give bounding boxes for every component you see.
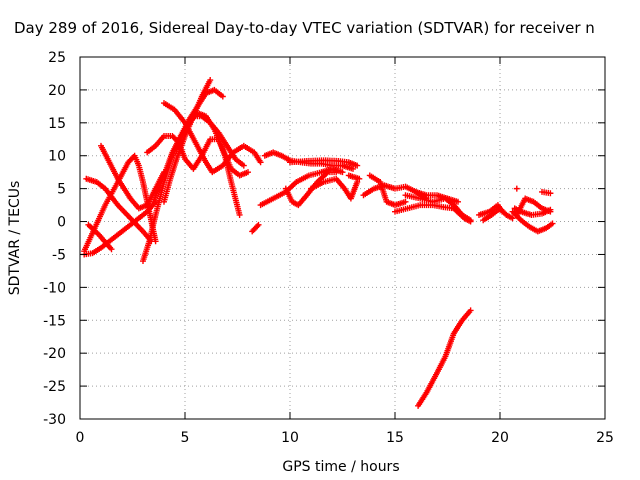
series-arc-1 [83, 175, 155, 245]
y-tick-label: -30 [43, 412, 66, 428]
data-point [513, 185, 520, 192]
data-point [207, 77, 214, 84]
series-arc-5 [85, 221, 115, 253]
grid-lines [80, 57, 605, 419]
data-point [152, 238, 159, 245]
series-arc-20 [366, 172, 409, 209]
data-point [354, 162, 361, 169]
data-point [245, 169, 251, 176]
y-tick-label: -20 [43, 346, 66, 362]
x-tick-label: 0 [76, 430, 85, 446]
y-tick-label: -25 [43, 379, 66, 395]
x-tick-label: 15 [386, 430, 404, 446]
series-arc-30 [513, 195, 554, 218]
data-point [236, 211, 243, 218]
chart-title: Day 289 of 2016, Sidereal Day-to-day VTE… [14, 19, 595, 37]
data-point [350, 165, 356, 172]
series-arc-27 [509, 208, 556, 235]
series-arc-16 [287, 157, 361, 169]
series-arc-24 [415, 307, 474, 409]
y-tick-labels: -30 -25 -20 -15 -10 -5 0 5 10 15 20 25 [43, 50, 66, 428]
series-arc-26 [476, 202, 506, 218]
data-point [108, 246, 115, 253]
y-tick-label: 0 [57, 215, 66, 231]
data-point [467, 217, 474, 224]
series-arc-12 [249, 221, 262, 235]
data-point [240, 162, 247, 169]
x-tick-label: 10 [281, 430, 299, 446]
series-arc-4 [98, 142, 167, 212]
x-tick-label: 25 [596, 430, 614, 446]
data-point [455, 198, 461, 205]
x-tick-labels: 0 5 10 15 20 25 [76, 430, 614, 446]
series-arc-6 [140, 86, 226, 265]
data-point [549, 220, 556, 227]
y-tick-label: 10 [48, 149, 66, 165]
y-tick-label: 5 [57, 182, 66, 198]
y-tick-label: -10 [43, 280, 66, 296]
y-tick-label: -5 [52, 247, 66, 263]
axis-ticks [79, 56, 606, 420]
data-point [547, 190, 554, 197]
data-point [499, 208, 506, 215]
data-point [339, 169, 346, 176]
series-arc-29 [513, 185, 520, 192]
data-point [255, 221, 262, 228]
series-arc-3 [81, 198, 159, 258]
y-tick-label: 15 [48, 116, 66, 132]
data-series [81, 77, 556, 409]
series-arc-31 [539, 188, 554, 197]
x-axis-label: GPS time / hours [282, 459, 399, 475]
y-tick-label: 20 [48, 83, 66, 99]
series-arc-17 [308, 175, 361, 202]
y-tick-label: -15 [43, 313, 66, 329]
data-point [257, 159, 264, 166]
series-arc-11 [173, 113, 247, 169]
data-point [333, 169, 340, 176]
data-point [402, 198, 409, 205]
data-point [547, 208, 554, 215]
plot-frame [79, 56, 606, 420]
series-arc-23 [413, 188, 461, 205]
x-tick-label: 20 [491, 430, 509, 446]
series-arc-18 [345, 172, 363, 182]
y-axis-label: SDTVAR / TECUs [7, 181, 23, 296]
y-tick-label: 25 [48, 50, 66, 66]
data-point [356, 175, 363, 182]
x-tick-label: 5 [181, 430, 190, 446]
data-point [219, 93, 226, 100]
series-arc-7 [144, 132, 243, 218]
data-point [467, 307, 474, 314]
data-point [509, 215, 516, 222]
